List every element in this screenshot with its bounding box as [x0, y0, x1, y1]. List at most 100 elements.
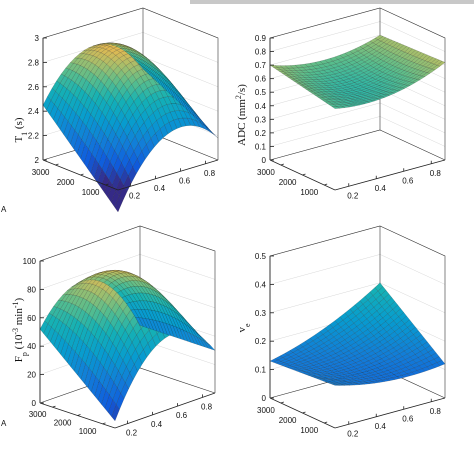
surface-cell	[138, 63, 147, 73]
z-tick-label: 0.4	[255, 102, 267, 111]
z-tick-label: 60	[27, 314, 36, 323]
z-tick-label: 2.2	[28, 132, 40, 141]
y-tick-label: 2000	[279, 416, 297, 425]
x-axis-line	[334, 159, 446, 191]
panel-t1: 2 2.2 2.4 2.6 2.8 3 0.2 0.4 0.6 0.8 1000 2000 3000 T1…	[13, 7, 219, 213]
z-tick-label: 0	[262, 394, 267, 403]
z-axis-label-part: v	[236, 327, 248, 333]
z-tick-label: 0.6	[255, 75, 267, 84]
grid-line	[42, 7, 219, 39]
y-tick-mark	[280, 401, 284, 404]
y-tick-label: 2000	[279, 178, 297, 187]
z-axis-label-part: F	[13, 356, 25, 362]
x-tick-label: 0.6	[176, 411, 188, 420]
x-tick-label: 0.2	[347, 191, 359, 200]
x-axis-line	[117, 159, 219, 191]
grid-line	[269, 254, 446, 285]
y-tick-mark	[280, 163, 284, 166]
z-tick-label: 0.9	[255, 34, 267, 43]
z-axis-label-part: ADC (mm	[236, 99, 248, 146]
z-axis-label-part: (s)	[13, 117, 25, 132]
z-axis-label: Fp (10-3 min-1)	[11, 297, 29, 362]
z-axis-label-part: /s)	[236, 84, 248, 95]
y-tick-label: 2000	[57, 178, 75, 187]
y-tick-label: 3000	[257, 168, 275, 177]
x-tick-label: 0.2	[126, 429, 138, 438]
y-tick-mark	[302, 411, 306, 414]
y-tick-mark	[102, 422, 106, 425]
x-tick-label: 0.6	[179, 176, 191, 185]
z-tick-label: 0.1	[255, 366, 267, 375]
grid-line	[269, 7, 446, 39]
z-tick-label: 0.3	[255, 115, 267, 124]
z-tick-label: 0.8	[255, 48, 267, 57]
surface-cell	[374, 34, 384, 40]
z-tick-label: 2.8	[28, 58, 40, 67]
box-floor-edge	[269, 129, 446, 161]
z-tick-label: 0	[32, 399, 37, 408]
surface-cell	[374, 282, 384, 292]
y-tick-label: 1000	[79, 427, 97, 436]
z-tick-label: 0.7	[255, 61, 267, 70]
z-tick-label: 0.1	[255, 142, 267, 151]
x-tick-label: 0.8	[430, 407, 442, 416]
y-tick-label: 3000	[32, 168, 50, 177]
y-tick-label: 3000	[29, 410, 47, 419]
x-tick-label: 0.8	[204, 169, 216, 178]
z-axis-label-part: 2	[234, 95, 243, 99]
panel-marker-a-bottom: A	[1, 419, 7, 428]
z-axis-label-part: e	[243, 323, 252, 327]
panel-fp: 0 20 40 60 80 100 0.2 0.4 0.6 0.8 1000 2000 3000 Fp (…	[11, 225, 216, 438]
z-tick-label: 0.2	[255, 337, 267, 346]
z-axis-label-part: -1	[11, 301, 20, 308]
z-tick-label: 0.5	[255, 88, 267, 97]
y-tick-label: 1000	[82, 188, 100, 197]
grid-line	[39, 225, 216, 262]
z-axis-label-part: -3	[11, 328, 20, 335]
z-axis-label-part: )	[13, 297, 25, 301]
x-tick-label: 0.4	[154, 184, 166, 193]
z-tick-label: 0.5	[255, 252, 267, 261]
z-tick-label: 0	[262, 156, 267, 165]
z-tick-label: 100	[23, 257, 37, 266]
panel-adc: 0 0.1 0.2 0.3 0.4 0.5 0.6 0.7 0.8 0.9 0.2 0.4 0.6 0.8…	[234, 7, 446, 200]
y-tick-label: 1000	[300, 426, 318, 435]
y-tick-mark	[324, 421, 328, 424]
x-tick-label: 0.4	[151, 420, 163, 429]
z-axis-label-part: p	[20, 352, 29, 356]
z-axis-label: T1 (s)	[13, 117, 29, 142]
x-tick-label: 0.4	[375, 422, 387, 431]
surface-cell	[135, 317, 144, 327]
x-axis-line	[334, 397, 446, 429]
z-tick-label: 0.4	[255, 280, 267, 289]
y-tick-mark	[302, 173, 306, 176]
z-tick-label: 80	[27, 285, 36, 294]
z-axis-label-part: min	[13, 308, 25, 328]
x-tick-label: 0.2	[129, 191, 141, 200]
y-tick-label: 1000	[300, 188, 318, 197]
y-tick-mark	[52, 405, 56, 408]
z-tick-label: 3	[35, 34, 40, 43]
z-axis-label-part: 1	[20, 132, 29, 136]
z-tick-label: 20	[27, 371, 36, 380]
z-axis-label: ADC (mm2/s)	[234, 84, 249, 146]
z-tick-label: 2.4	[28, 107, 40, 116]
x-tick-label: 0.8	[201, 402, 213, 411]
z-tick-label: 2.6	[28, 83, 40, 92]
panel-marker-a-top: A	[1, 205, 7, 214]
y-tick-label: 2000	[54, 419, 72, 428]
z-tick-label: 0.3	[255, 309, 267, 318]
box-floor-edge	[39, 367, 216, 404]
x-tick-label: 0.6	[402, 414, 414, 423]
y-tick-mark	[105, 183, 109, 186]
x-tick-label: 0.2	[347, 429, 359, 438]
x-tick-label: 0.4	[375, 184, 387, 193]
z-axis-label-part: T	[13, 136, 25, 143]
z-tick-label: 0.2	[255, 129, 267, 138]
grid-line	[269, 225, 446, 257]
z-tick-label: 40	[27, 342, 36, 351]
x-tick-label: 0.6	[402, 176, 414, 185]
z-tick-label: 2	[35, 156, 40, 165]
